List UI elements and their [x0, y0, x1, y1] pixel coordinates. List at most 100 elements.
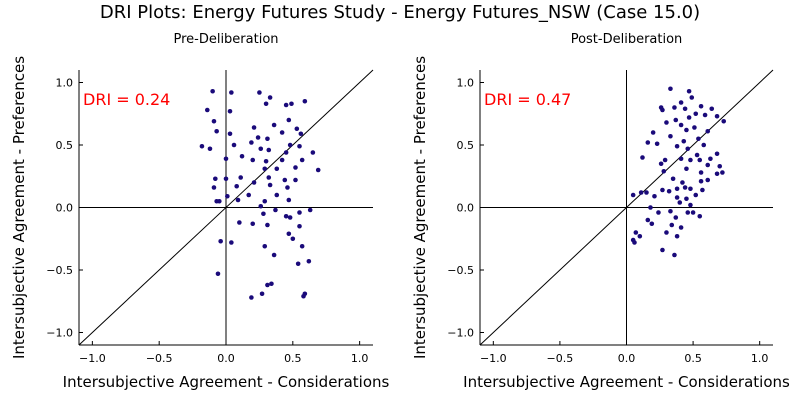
- data-point: [215, 271, 221, 277]
- data-point: [297, 143, 302, 149]
- data-point: [257, 90, 262, 95]
- data-point: [271, 122, 277, 128]
- data-point: [267, 95, 273, 100]
- data-point: [673, 117, 679, 123]
- data-point: [263, 158, 269, 164]
- data-point: [298, 131, 304, 137]
- data-point: [299, 157, 305, 163]
- data-point: [251, 125, 257, 130]
- data-point: [299, 243, 305, 249]
- data-point: [720, 170, 725, 175]
- data-point: [638, 190, 644, 195]
- data-point: [207, 146, 213, 152]
- subplot-title: Pre-Deliberation: [173, 32, 278, 47]
- data-point: [660, 107, 665, 113]
- x-axis-label: Intersubjective Agreement - Consideratio…: [463, 373, 790, 391]
- x-tick-label: 0.0: [618, 352, 636, 365]
- data-point: [265, 222, 270, 228]
- data-point: [250, 157, 256, 163]
- data-point: [266, 175, 272, 180]
- dri-annotation: DRI = 0.47: [484, 90, 571, 109]
- data-point: [684, 127, 689, 133]
- data-point: [249, 140, 254, 145]
- data-point: [238, 175, 243, 180]
- data-point: [714, 113, 720, 119]
- data-point: [251, 180, 257, 185]
- data-point: [685, 210, 691, 215]
- x-tick-label: −1.0: [480, 352, 507, 365]
- data-point: [686, 115, 692, 120]
- scatter-plot-pre: Pre-Deliberation −1.0 −0.5 0.0 0.5 1.0 −1.0 −0.…: [10, 32, 390, 391]
- data-point: [698, 170, 704, 175]
- data-point: [210, 88, 215, 94]
- y-tick-label: −1.0: [447, 327, 474, 340]
- data-point: [211, 185, 217, 190]
- data-point: [660, 247, 665, 253]
- data-point: [702, 112, 708, 118]
- data-point: [685, 146, 691, 152]
- y-tick-label: 0.5: [56, 139, 74, 152]
- data-point: [664, 120, 669, 125]
- data-point: [633, 230, 639, 235]
- data-point: [668, 208, 673, 214]
- data-point: [213, 176, 218, 182]
- data-point: [234, 183, 239, 189]
- x-tick-label: 0.5: [684, 352, 702, 365]
- y-tick-label: 0.5: [457, 139, 475, 152]
- data-point: [682, 185, 688, 190]
- data-point: [259, 291, 265, 297]
- data-point: [225, 193, 230, 199]
- data-point: [258, 146, 264, 152]
- data-point: [235, 197, 241, 203]
- data-point: [237, 220, 242, 225]
- data-point: [286, 231, 292, 237]
- data-point: [297, 223, 302, 229]
- data-point: [250, 221, 256, 227]
- data-point: [696, 136, 701, 142]
- y-axis-label: Intersubjective Agreement - Preferences: [411, 56, 429, 359]
- data-point: [694, 152, 700, 158]
- data-point: [688, 202, 693, 208]
- data-point: [199, 143, 205, 149]
- data-point: [690, 210, 696, 215]
- data-point: [231, 142, 237, 148]
- x-tick-label: −0.5: [547, 352, 574, 365]
- data-point: [669, 222, 675, 228]
- data-point: [274, 192, 280, 198]
- data-point: [678, 100, 684, 105]
- data-point: [708, 156, 713, 162]
- data-point: [701, 142, 707, 148]
- data-point: [658, 161, 664, 167]
- data-point: [265, 282, 270, 288]
- data-point: [229, 240, 234, 245]
- data-point: [649, 221, 655, 227]
- data-point: [684, 166, 689, 172]
- data-point: [637, 233, 643, 239]
- data-point: [645, 217, 651, 223]
- data-point: [670, 176, 676, 182]
- data-point: [714, 151, 720, 157]
- dri-annotation: DRI = 0.24: [83, 90, 170, 109]
- data-point: [654, 141, 660, 147]
- data-point: [262, 198, 268, 204]
- data-point: [297, 210, 302, 215]
- data-point: [307, 207, 313, 213]
- data-point: [684, 196, 689, 202]
- data-point: [705, 177, 711, 183]
- y-tick-label: 1.0: [56, 77, 74, 90]
- data-point: [293, 165, 298, 170]
- data-point: [295, 261, 301, 267]
- data-point: [700, 187, 705, 193]
- data-point: [315, 167, 321, 173]
- y-tick-label: 0.0: [56, 202, 74, 215]
- data-point: [630, 192, 636, 198]
- data-point: [287, 142, 293, 148]
- x-tick-label: −1.0: [79, 352, 106, 365]
- x-axis-label: Intersubjective Agreement - Consideratio…: [63, 373, 390, 391]
- data-point: [211, 118, 217, 124]
- data-point: [286, 117, 292, 123]
- data-point: [644, 190, 649, 195]
- data-point: [678, 122, 684, 128]
